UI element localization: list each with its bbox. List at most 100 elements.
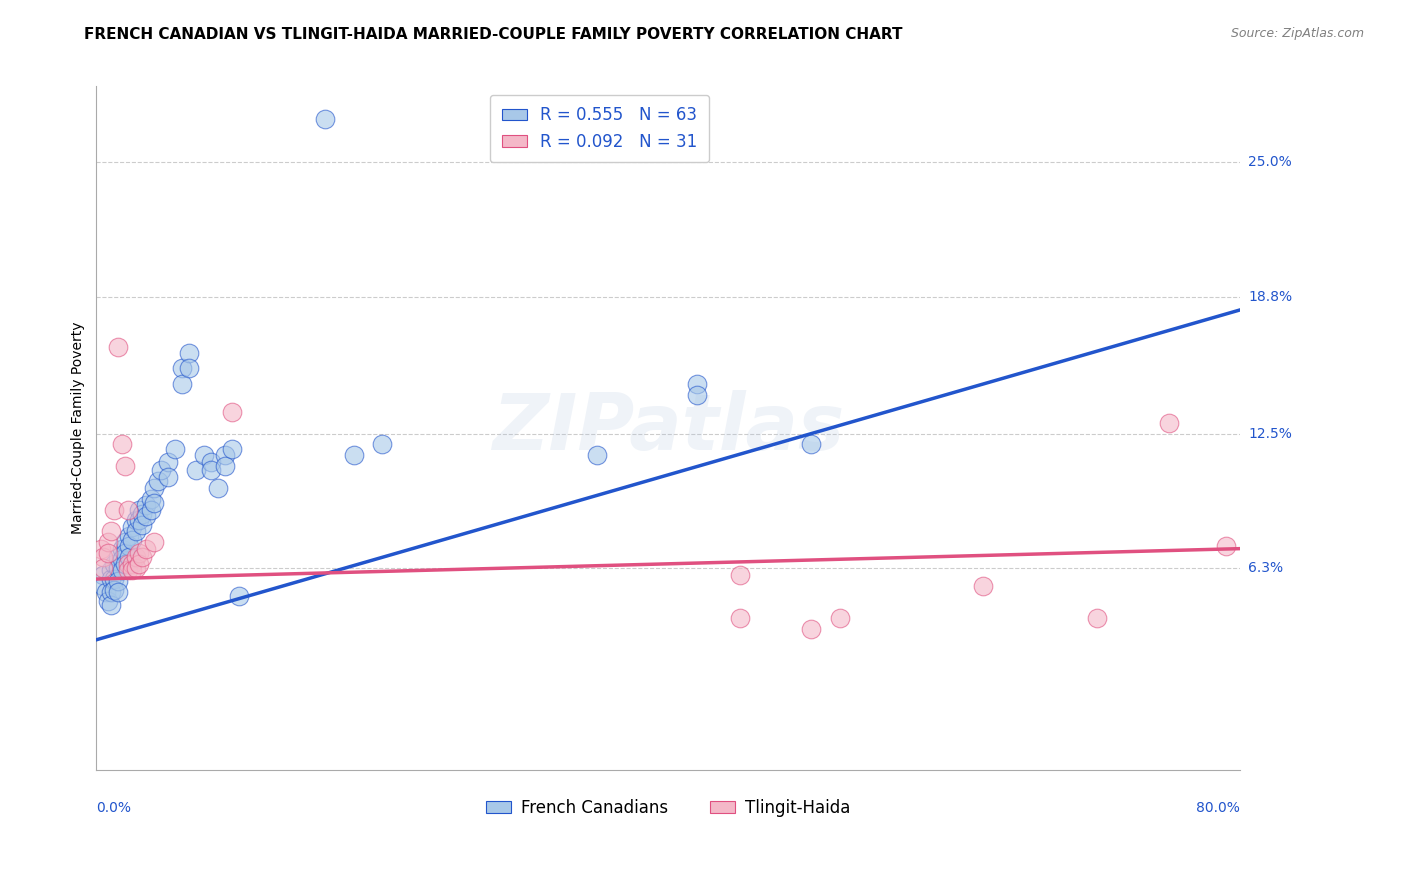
Point [972,578,994,592]
Point [125,550,148,565]
Point [128,557,150,571]
Point [228,590,250,604]
Point [214,448,236,462]
Text: 25.0%: 25.0% [1249,155,1292,169]
Point [121,557,143,571]
Point [142,481,165,495]
Point [114,459,136,474]
Point [97,535,120,549]
Point [125,561,148,575]
Point [800,437,823,451]
Point [314,112,336,126]
Point [114,546,136,560]
Point [107,550,129,565]
Point [1215,540,1237,554]
Text: 18.8%: 18.8% [1249,290,1292,304]
Text: FRENCH CANADIAN VS TLINGIT-HAIDA MARRIED-COUPLE FAMILY POVERTY CORRELATION CHART: FRENCH CANADIAN VS TLINGIT-HAIDA MARRIED… [84,27,903,42]
Point [107,340,129,354]
Point [828,611,851,625]
Point [585,448,607,462]
Point [728,611,751,625]
Point [114,535,136,549]
Point [149,463,172,477]
Point [179,361,201,376]
Point [111,541,134,556]
Point [125,524,148,539]
Legend: French Canadians, Tlingit-Haida: French Canadians, Tlingit-Haida [479,792,858,823]
Point [131,550,153,565]
Point [1085,611,1108,625]
Point [139,491,162,506]
Point [135,498,157,512]
Point [131,507,153,521]
Point [93,550,115,565]
Point [193,448,215,462]
Text: 12.5%: 12.5% [1249,426,1292,441]
Point [163,442,186,456]
Point [117,502,139,516]
Point [111,437,134,451]
Point [800,622,823,636]
Point [107,585,129,599]
Point [103,572,125,586]
Point [96,585,118,599]
Point [100,585,122,599]
Point [135,541,157,556]
Point [128,502,150,516]
Point [146,475,169,489]
Point [90,541,112,556]
Point [97,593,120,607]
Point [371,437,394,451]
Point [1157,416,1180,430]
Point [118,528,141,542]
Point [114,557,136,571]
Point [125,513,148,527]
Text: 80.0%: 80.0% [1197,800,1240,814]
Point [207,481,229,495]
Point [142,535,165,549]
Point [186,463,208,477]
Point [93,578,115,592]
Text: Source: ZipAtlas.com: Source: ZipAtlas.com [1230,27,1364,40]
Point [221,405,243,419]
Point [135,509,157,524]
Point [117,563,139,577]
Point [200,455,222,469]
Point [128,513,150,527]
Point [343,448,366,462]
Point [121,520,143,534]
Text: 0.0%: 0.0% [97,800,131,814]
Text: ZIPatlas: ZIPatlas [492,390,845,467]
Point [179,346,201,360]
Text: 6.3%: 6.3% [1249,561,1284,575]
Point [156,455,179,469]
Point [214,459,236,474]
Point [100,598,122,612]
Point [172,361,194,376]
Point [121,563,143,577]
Point [131,517,153,532]
Point [111,552,134,566]
Point [118,550,141,565]
Point [728,567,751,582]
Point [103,582,125,597]
Point [156,470,179,484]
Point [128,546,150,560]
Point [103,557,125,571]
Point [93,561,115,575]
Point [118,540,141,554]
Point [100,524,122,539]
Point [142,496,165,510]
Point [93,567,115,582]
Point [100,572,122,586]
Point [686,376,709,391]
Point [103,502,125,516]
Point [107,561,129,575]
Point [221,442,243,456]
Point [100,563,122,577]
Y-axis label: Married-Couple Family Poverty: Married-Couple Family Poverty [72,322,86,534]
Point [111,563,134,577]
Point [117,557,139,571]
Point [172,376,194,391]
Point [97,546,120,560]
